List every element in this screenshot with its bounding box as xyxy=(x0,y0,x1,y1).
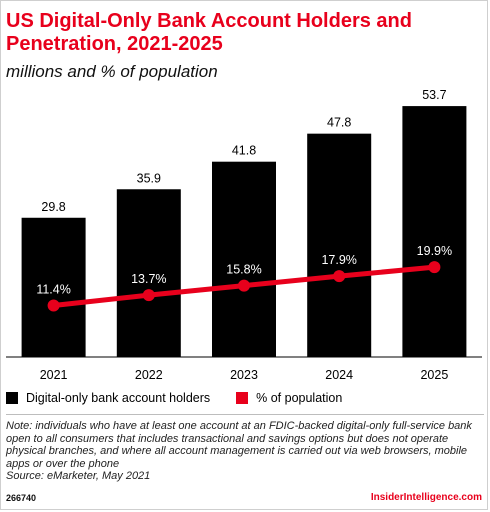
footnote: Note: individuals who have at least one … xyxy=(6,420,484,483)
bar-2025 xyxy=(402,106,467,358)
brand-link[interactable]: InsiderIntelligence.com xyxy=(371,492,482,503)
x-tick-2025: 2025 xyxy=(420,368,448,382)
bar-value-label-2025: 53.7 xyxy=(422,88,446,102)
line-value-label-2022: 13.7% xyxy=(131,272,166,286)
line-value-label-2024: 17.9% xyxy=(321,253,356,267)
bar-2023 xyxy=(212,161,276,357)
legend-item-line: % of population xyxy=(236,391,342,405)
bar-2024 xyxy=(307,133,372,357)
line-point-2022 xyxy=(142,289,155,302)
divider xyxy=(6,414,484,415)
chart-svg: 29.8 2021 35.9 2022 41.8 2023 47.8 2024 53.7 2025… xyxy=(6,88,482,382)
bar-value-label-2023: 41.8 xyxy=(232,144,256,158)
source-text: Source: eMarketer, May 2021 xyxy=(6,470,151,483)
legend: Digital-only bank account holders % of p… xyxy=(6,391,368,405)
x-tick-2021: 2021 xyxy=(40,368,68,382)
line-point-2021 xyxy=(47,299,60,312)
legend-swatch-bars xyxy=(6,392,18,404)
x-tick-2022: 2022 xyxy=(135,368,163,382)
brand-text: InsiderIntelligence.com xyxy=(370,492,482,503)
bar-2022 xyxy=(116,189,181,357)
legend-item-bars: Digital-only bank account holders xyxy=(6,391,210,405)
bar-2021 xyxy=(21,217,86,357)
bar-value-label-2022: 35.9 xyxy=(137,171,161,185)
note-text: Note: individuals who have at least one … xyxy=(6,420,472,470)
chart-subtitle: millions and % of population xyxy=(6,62,218,81)
line-point-2023 xyxy=(238,279,250,292)
bar-value-label-2021: 29.8 xyxy=(41,200,65,214)
line-point-2025 xyxy=(428,261,441,274)
x-tick-2024: 2024 xyxy=(325,368,353,382)
legend-label-bars: Digital-only bank account holders xyxy=(26,391,211,405)
chart-title: US Digital-Only Bank Account Holders and… xyxy=(6,10,412,55)
line-point-2024 xyxy=(333,270,346,283)
legend-label-line: % of population xyxy=(256,391,343,405)
chart-id: 266740 xyxy=(6,493,37,503)
x-tick-2023: 2023 xyxy=(230,368,258,382)
line-value-label-2023: 15.8% xyxy=(226,263,261,277)
bar-value-label-2024: 47.8 xyxy=(327,116,351,130)
line-value-label-2021: 11.4% xyxy=(36,283,71,297)
line-value-label-2025: 19.9% xyxy=(417,244,452,258)
legend-swatch-line xyxy=(236,392,249,404)
